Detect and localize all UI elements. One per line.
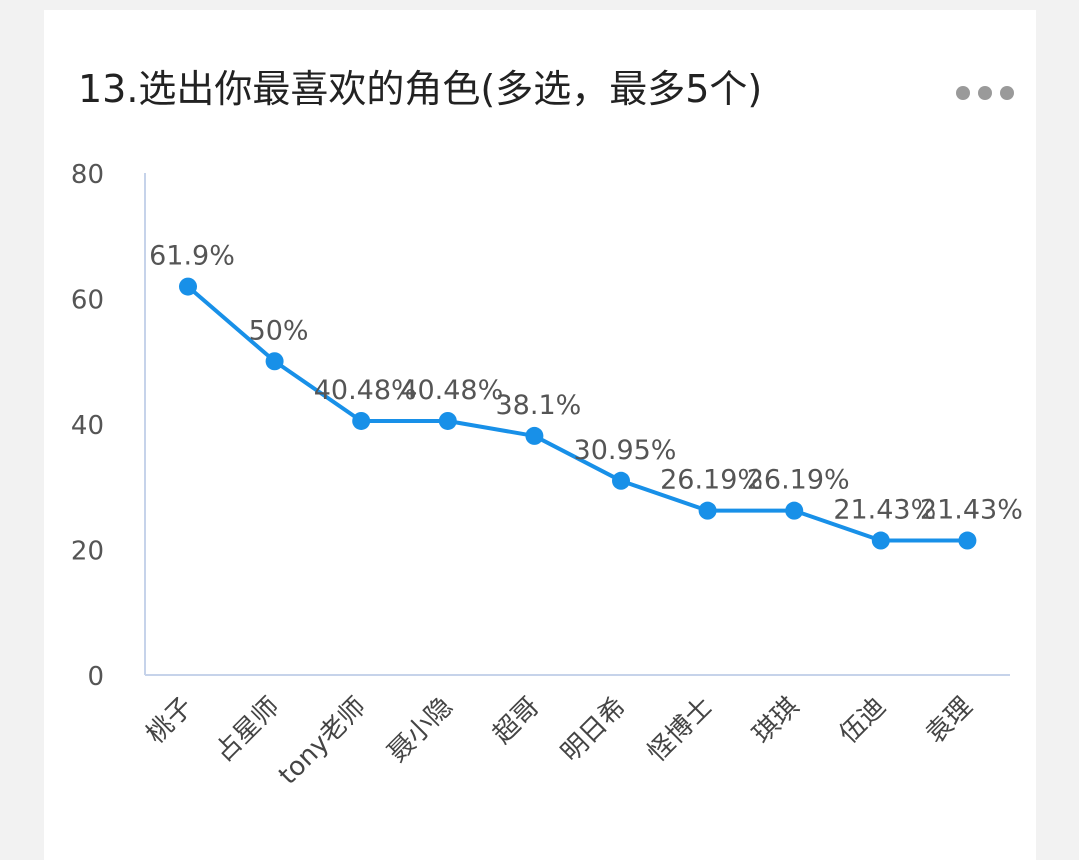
data-point (958, 531, 977, 550)
x-tick-label: 占星师 (209, 692, 285, 768)
chart-title: 13.选出你最喜欢的角色(多选，最多5个) (78, 67, 763, 111)
data-point (438, 411, 457, 430)
data-label: 61.9% (149, 241, 235, 272)
more-dot (1000, 86, 1014, 100)
data-label: 38.1% (496, 390, 582, 421)
data-label: 26.19% (747, 465, 850, 496)
more-dot (978, 86, 992, 100)
x-tick-label: 伍迪 (834, 692, 892, 750)
y-tick-label: 60 (71, 286, 104, 316)
data-label: 26.19% (660, 465, 763, 496)
x-tick-label: 琪琪 (747, 692, 805, 750)
y-tick-label: 20 (71, 537, 104, 567)
more-options-icon[interactable] (956, 83, 1016, 103)
data-label: 50% (249, 315, 309, 346)
data-label: 21.43% (833, 495, 936, 526)
data-label: 40.48% (314, 375, 417, 406)
chart-axes (144, 173, 1010, 676)
series-line (186, 285, 968, 543)
data-point (871, 531, 890, 550)
series-line-group (186, 285, 968, 543)
y-tick-labels: 0 20 40 60 80 (71, 160, 104, 692)
x-tick-label: tony老师 (273, 692, 372, 791)
data-point (698, 501, 717, 520)
data-label: 30.95% (574, 435, 677, 466)
x-tick-label: 袁理 (920, 692, 978, 750)
data-point (612, 471, 630, 490)
data-label: 40.48% (400, 375, 503, 406)
y-tick-label: 80 (71, 160, 104, 190)
data-points (179, 277, 977, 550)
y-tick-label: 0 (87, 662, 104, 692)
data-point (352, 411, 371, 430)
data-point (525, 426, 544, 445)
data-labels: 61.9%50%40.48%40.48%38.1%30.95%26.19%26.… (149, 241, 1023, 526)
x-tick-label: 桃子 (141, 692, 199, 750)
data-label: 21.43% (920, 495, 1023, 526)
x-tick-label: 超哥 (487, 692, 545, 750)
data-point (265, 352, 284, 371)
y-tick-label: 40 (71, 411, 104, 441)
x-tick-label: 明日希 (556, 692, 632, 768)
data-point (179, 277, 197, 296)
more-dot (956, 86, 970, 100)
x-tick-label: 聂小隐 (382, 692, 458, 768)
x-tick-label: 怪博士 (642, 692, 718, 768)
data-point (785, 501, 804, 520)
